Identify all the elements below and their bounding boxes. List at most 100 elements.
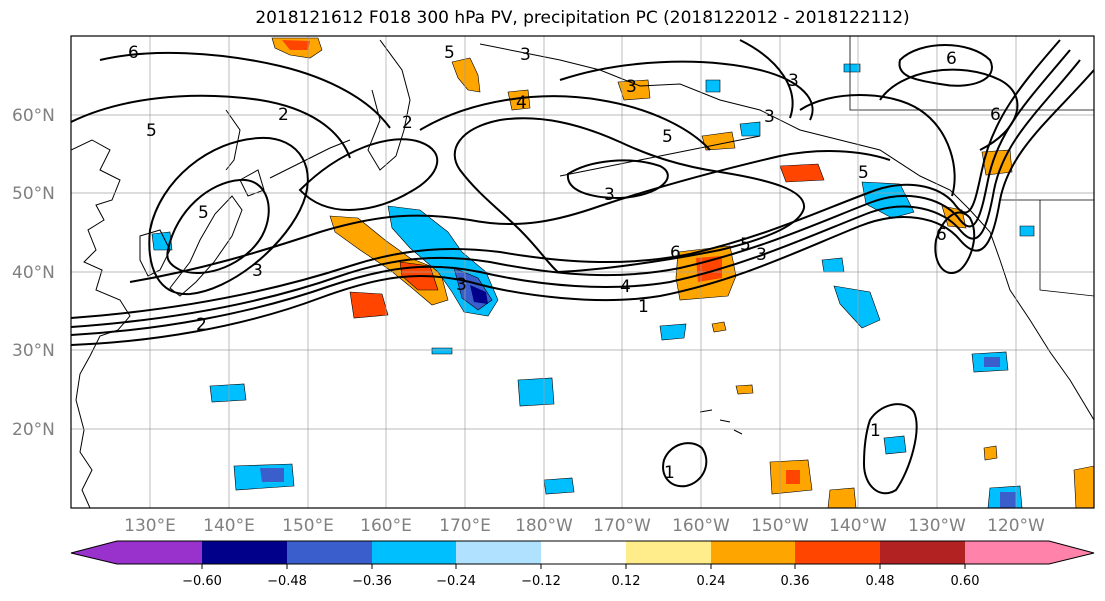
precip-positive-core — [786, 470, 800, 484]
lon-label: 170°W — [593, 516, 651, 536]
lon-label: 140°E — [203, 516, 255, 536]
pv-contour — [559, 60, 814, 121]
contour-label: 1 — [638, 297, 649, 317]
longitude-labels: 130°E 140°E 150°E 160°E 170°E 180°W 170°… — [124, 516, 1045, 536]
precip-negative-area — [1019, 225, 1035, 237]
contour-label: 3 — [756, 245, 767, 265]
contour-label: 3 — [788, 71, 799, 91]
contour-label: 2 — [196, 315, 207, 335]
sakhalin-coastline — [225, 109, 241, 171]
pv-contour — [71, 39, 1061, 319]
colorbar-segment — [541, 541, 626, 564]
precip-negative-area — [705, 79, 721, 93]
contour-label: 5 — [662, 127, 673, 147]
colorbar-tick-label: −0.12 — [521, 574, 561, 589]
lon-label: 160°E — [360, 516, 412, 536]
colorbar-segment — [880, 541, 965, 564]
contour-label: 1 — [664, 463, 675, 483]
colorbar-tick-label: 0.60 — [951, 574, 980, 589]
contour-label: 6 — [936, 225, 947, 245]
kuril-islands — [269, 139, 351, 179]
hawaii-islands — [699, 409, 743, 435]
precip-negative-area — [821, 257, 845, 273]
precip-negative-core — [1000, 492, 1016, 508]
colorbar-segment — [287, 541, 372, 564]
pv-contour — [71, 69, 1094, 346]
lon-label: 160°W — [672, 516, 730, 536]
lon-label: 180°W — [515, 516, 573, 536]
map-plot-area: 6 5 2 5 3 4 3 5 3 3 6 6 5 3 5 4 1 5 3 6 — [70, 35, 1095, 509]
colorbar-tick-label: 0.12 — [612, 574, 641, 589]
contour-label: 6 — [990, 105, 1001, 125]
pv-contour — [99, 51, 391, 129]
precip-positive-area — [711, 321, 727, 333]
lat-label: 20°N — [12, 420, 55, 440]
colorbar-tick-labels: −0.60 −0.48 −0.36 −0.24 −0.12 0.12 0.24 … — [182, 574, 979, 589]
pv-contour — [148, 136, 309, 296]
precip-positive-area — [983, 445, 998, 461]
colorbar-segment — [117, 541, 202, 564]
colorbar-tick-label: −0.48 — [267, 574, 307, 589]
contour-label: 5 — [444, 43, 455, 63]
precip-negative-area — [517, 377, 555, 407]
colorbar-tick-label: −0.24 — [436, 574, 476, 589]
coastlines — [71, 36, 1094, 508]
precip-negative-core — [260, 468, 284, 482]
precip-negative-area — [431, 347, 453, 355]
contour-label: 4 — [516, 93, 527, 113]
pv-contour — [419, 95, 711, 151]
precip-negative-core — [470, 285, 488, 304]
lon-label: 120°W — [987, 516, 1045, 536]
precip-positive-area — [1073, 465, 1094, 508]
colorbar-tick-label: 0.48 — [866, 574, 895, 589]
lon-label: 140°W — [829, 516, 887, 536]
precip-positive-area — [981, 149, 1013, 176]
precip-negative-area — [209, 383, 247, 403]
lon-label: 130°E — [124, 516, 176, 536]
precip-negative-area — [833, 285, 881, 329]
precip-positive-area — [735, 384, 754, 395]
colorbar-segment — [711, 541, 795, 564]
aleutian-islands — [559, 135, 761, 177]
precip-positive-area — [451, 57, 481, 93]
colorbar-segment — [965, 541, 1049, 564]
lon-label: 150°W — [751, 516, 809, 536]
pv-contour — [662, 442, 708, 488]
colorbar-tick-label: −0.36 — [352, 574, 392, 589]
pv-contour — [879, 68, 1019, 151]
precip-positive-area — [779, 163, 825, 183]
precip-negative-area — [843, 63, 861, 73]
colorbar-ticks — [201, 564, 966, 569]
alaska-coastline — [479, 43, 1094, 421]
map-frame — [70, 35, 1095, 509]
pv-contour — [566, 159, 669, 200]
lon-label: 130°W — [908, 516, 966, 536]
colorbar-low-extension — [71, 541, 117, 564]
contour-label: 5 — [858, 163, 869, 183]
colorbar-tick-label: 0.24 — [697, 574, 726, 589]
contour-label: 3 — [604, 185, 615, 205]
contour-label: 2 — [278, 105, 289, 125]
latitude-labels: 60°N 50°N 40°N 30°N 20°N — [12, 106, 55, 440]
contour-label: 2 — [402, 113, 413, 133]
precip-negative-area — [543, 477, 575, 495]
contour-label: 6 — [128, 43, 139, 63]
contour-label: 6 — [946, 49, 957, 69]
lon-label: 170°E — [439, 516, 491, 536]
colorbar-tick-label: −0.60 — [182, 574, 222, 589]
precip-positive-core — [282, 40, 310, 50]
contour-label: 3 — [252, 261, 263, 281]
lat-label: 50°N — [12, 184, 55, 204]
precip-negative-area — [739, 121, 761, 137]
pv-contour — [298, 138, 439, 211]
precip-negative-area — [883, 435, 907, 455]
precip-negative-core — [984, 357, 1000, 367]
precip-positive-area — [827, 487, 857, 508]
contour-label: 6 — [670, 243, 681, 263]
precip-negative-area — [151, 231, 173, 251]
contour-label: 1 — [870, 421, 881, 441]
contour-labels: 6 5 2 5 3 4 3 5 3 3 6 6 5 3 5 4 1 5 3 6 — [128, 43, 1001, 483]
contour-label: 5 — [198, 203, 209, 223]
pv-contour — [71, 94, 351, 159]
